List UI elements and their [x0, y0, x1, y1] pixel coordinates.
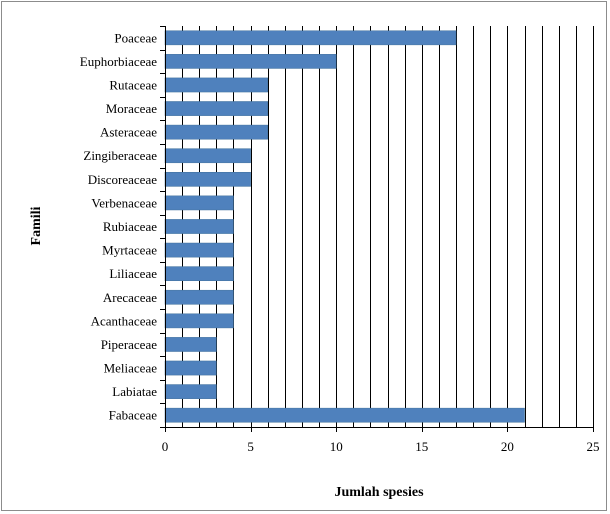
bar-arecaceae	[164, 289, 234, 305]
bar-myrtaceae	[164, 242, 234, 258]
category-label-discoreaceae: Discoreaceae	[88, 172, 158, 187]
category-label-piperaceae: Piperaceae	[101, 337, 158, 352]
bar-poaceae	[164, 30, 457, 46]
gridlines	[182, 26, 594, 427]
bar-verbenaceae	[164, 195, 234, 211]
axes	[160, 26, 593, 428]
category-label-poaceae: Poaceae	[114, 30, 157, 45]
category-label-verbenaceae: Verbenaceae	[91, 195, 157, 210]
category-label-rutaceae: Rutaceae	[109, 77, 157, 92]
category-label-asteraceae: Asteraceae	[100, 125, 157, 140]
bar-piperaceae	[164, 337, 217, 352]
category-label-moraceae: Moraceae	[106, 101, 157, 116]
bars	[164, 30, 525, 423]
bar-moraceae	[164, 101, 268, 116]
category-labels: Poaceae Euphorbiaceae Rutaceae Moraceae Aste…	[80, 30, 157, 422]
bar-rubiaceae	[164, 219, 234, 234]
bar-meliaceae	[164, 360, 217, 376]
x-tick-label: 10	[330, 439, 343, 454]
x-tick-label: 0	[162, 439, 169, 454]
bar-asteraceae	[164, 124, 268, 140]
category-label-liliaceae: Liliaceae	[109, 266, 157, 281]
bar-zingiberaceae	[164, 148, 251, 164]
bar-acanthaceae	[164, 313, 234, 329]
bar-liliaceae	[164, 266, 234, 282]
x-tick-labels: 0 5 10 15 20 25	[162, 427, 600, 454]
bar-fabaceae	[164, 407, 525, 423]
category-label-fabaceae: Fabaceae	[109, 408, 158, 423]
category-label-arecaceae: Arecaceae	[103, 290, 157, 305]
category-label-euphorbiaceae: Euphorbiaceae	[80, 54, 157, 69]
category-label-zingiberaceae: Zingiberaceae	[83, 148, 157, 163]
y-axis-title: Famili	[29, 206, 44, 245]
x-tick-label: 15	[415, 439, 428, 454]
bar-rutaceae	[164, 77, 268, 93]
x-tick-label: 5	[247, 439, 254, 454]
category-label-labiatae: Labiatae	[112, 384, 157, 399]
bar-discoreaceae	[164, 171, 251, 187]
x-tick-label: 20	[501, 439, 514, 454]
category-label-rubiaceae: Rubiaceae	[103, 219, 157, 234]
x-axis-title: Jumlah spesies	[334, 485, 424, 500]
x-tick-label: 25	[587, 439, 600, 454]
category-label-acanthaceae: Acanthaceae	[91, 313, 158, 328]
category-label-meliaceae: Meliaceae	[104, 361, 158, 376]
bar-euphorbiaceae	[164, 54, 337, 69]
category-label-myrtaceae: Myrtaceae	[102, 243, 157, 258]
bar-labiatae	[164, 384, 217, 399]
